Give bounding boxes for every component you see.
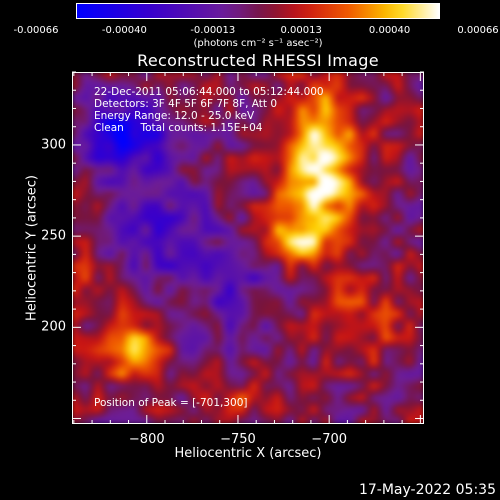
heatmap-image <box>73 73 423 423</box>
colorbar-tick-label: -0.00013 <box>190 25 236 36</box>
timestamp: 17-May-2022 05:35 <box>358 482 496 498</box>
chart-title: Reconstructed RHESSI Image <box>137 51 379 70</box>
colorbar-tick-label: -0.00066 <box>13 25 59 36</box>
y-tick-label: 200 <box>41 319 66 335</box>
colorbar-tick-label: 0.00040 <box>368 25 411 36</box>
x-tick-label: −700 <box>311 432 348 447</box>
peak-position-label: Position of Peak = [-701,300] <box>94 397 248 409</box>
colorbar-tick-label: 0.00066 <box>457 25 499 36</box>
info-line-1: 22-Dec-2011 05:06:44.000 to 05:12:44.000 <box>94 86 324 98</box>
info-line-3: Energy Range: 12.0 - 25.0 keV <box>94 110 255 122</box>
colorbar-tick-label: 0.00013 <box>280 25 322 36</box>
y-axis-title: Heliocentric Y (arcsec) <box>24 175 40 321</box>
colorbar-tick-label: -0.00040 <box>101 25 147 36</box>
x-axis-title: Heliocentric X (arcsec) <box>174 446 322 461</box>
x-tick-label: −800 <box>128 432 165 447</box>
info-line-4: Clean Total counts: 1.15E+04 <box>94 122 263 134</box>
x-tick-label: −750 <box>220 432 256 447</box>
info-line-2: Detectors: 3F 4F 5F 6F 7F 8F, Att 0 <box>94 98 278 110</box>
heatmap-clip <box>73 73 423 423</box>
plot-frame <box>72 72 424 424</box>
colorbar <box>76 3 440 19</box>
y-tick-label: 300 <box>41 137 66 153</box>
colorbar-units: (photons cm⁻² s⁻¹ asec⁻²) <box>193 38 323 49</box>
y-tick-label: 250 <box>41 228 66 244</box>
